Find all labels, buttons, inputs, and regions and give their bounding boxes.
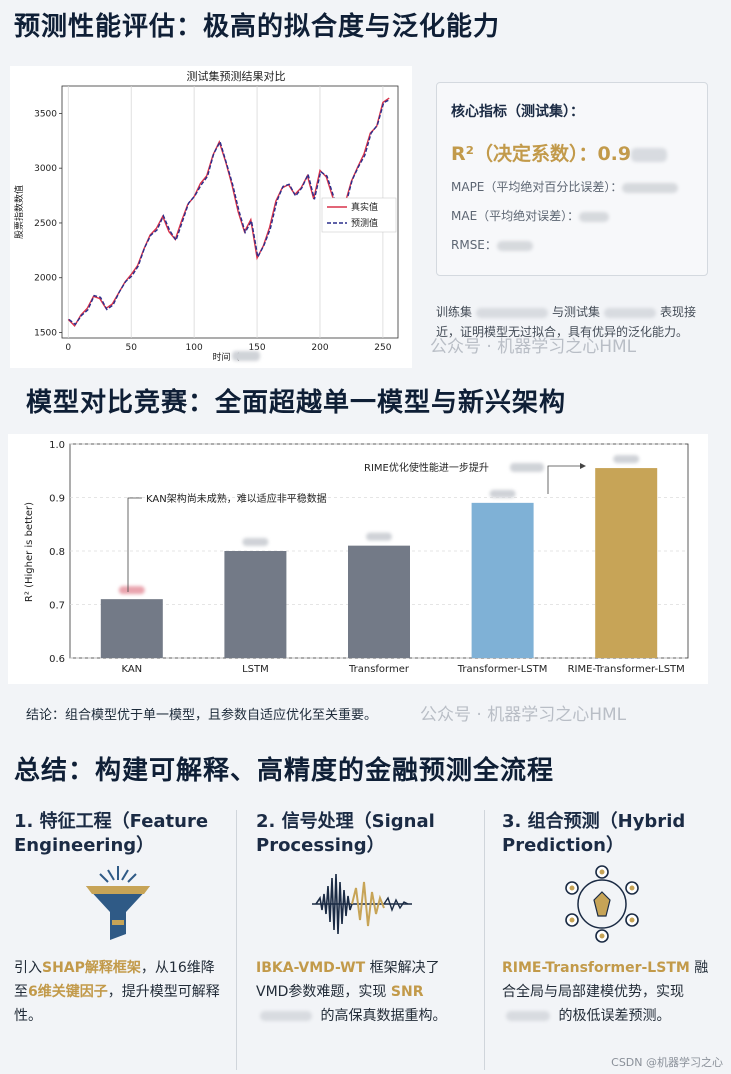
network-hub-icon [565, 865, 639, 943]
column-title: 2. 信号处理（Signal Processing） [256, 811, 435, 856]
x-tick-label: 200 [311, 343, 328, 353]
column-description: 引入SHAP解释框架，从16维降至6维关键因子，提升模型可解释性。 [14, 960, 220, 1024]
bar-transformer [348, 545, 410, 658]
section-title-performance: 预测性能评估：极高的拟合度与泛化能力 [14, 12, 501, 42]
summary-column-signal-processing: 2. 信号处理（Signal Processing） IBKA-VMD-WT 框… [256, 810, 471, 1024]
column-title: 1. 特征工程（Feature Engineering） [14, 811, 209, 856]
model-comparison-bar-chart: 0.6 0.7 0.8 0.9 1.0 KAN LSTM Transformer Transf… [8, 434, 708, 684]
x-tick-label: RIME-Transformer-LSTM [568, 664, 685, 675]
bar-value-label [613, 455, 640, 464]
kan-annotation-arrow [127, 497, 142, 592]
summary-column-hybrid-prediction: 3. 组合预测（Hybrid Prediction） RIME-Transfor… [502, 810, 717, 1024]
x-tick-label: LSTM [242, 664, 269, 675]
r2-metric: R²（决定系数）：0.9 [451, 139, 693, 166]
column-divider [236, 810, 237, 1070]
x-tick-label: KAN [121, 664, 142, 675]
y-tick-label: 1500 [34, 329, 57, 339]
rmse-metric: RMSE： [451, 236, 693, 253]
y-tick-label: 0.6 [49, 654, 65, 665]
test-prediction-line-chart: 测试集预测结果对比 1500 2000 2500 3000 3500 0 50 100 150… [10, 66, 412, 368]
csdn-credit: CSDN @机器学习之心 [611, 1056, 723, 1069]
y-tick-label: 0.7 [49, 601, 65, 612]
y-tick-label: 1.0 [49, 440, 65, 451]
bar-value-label [118, 586, 145, 595]
mae-metric: MAE（平均绝对误差）： [451, 207, 693, 224]
bar-rime-transformer-lstm [595, 468, 658, 658]
waveform-icon [312, 873, 412, 935]
y-tick-label: 3500 [34, 109, 57, 119]
line-chart-legend: 真实值 预测值 [321, 197, 397, 233]
funnel-icon [86, 866, 150, 940]
conclusion-text: 结论：组合模型优于单一模型，且参数自适应优化至关重要。 [26, 708, 378, 723]
legend-pred: 预测值 [351, 217, 378, 229]
kan-annotation: KAN架构尚未成熟，难以适应非平稳数据 [146, 492, 327, 505]
line-chart-title: 测试集预测结果对比 [187, 69, 286, 83]
section-title-comparison: 模型对比竞赛：全面超越单一模型与新兴架构 [26, 388, 567, 418]
x-tick-label: Transformer [348, 664, 410, 675]
column-divider [484, 810, 485, 1070]
x-tick-label: 150 [248, 343, 265, 353]
watermark-bottom: 公众号 · 机器学习之心HML [420, 705, 627, 725]
column-description: RIME-Transformer-LSTM 融合全局与局部建模优势，实现 的极低… [502, 960, 709, 1024]
line-chart-ylabel: 股票指数数值 [13, 185, 25, 239]
section-title-summary: 总结：构建可解释、高精度的金融预测全流程 [14, 756, 555, 786]
bar-kan [100, 599, 163, 658]
y-tick-label: 0.9 [49, 494, 65, 505]
metrics-card: 核心指标（测试集）： R²（决定系数）：0.9 MAPE（平均绝对百分比误差）：… [436, 82, 708, 276]
legend-true: 真实值 [351, 201, 378, 213]
bar-transformer-lstm [471, 502, 534, 658]
y-tick-label: 2000 [34, 274, 57, 284]
x-tick-label: 250 [374, 343, 391, 353]
bar-chart-ylabel: R² (Higher is better) [24, 502, 35, 602]
rime-annotation-arrow [547, 465, 584, 494]
watermark-top: 公众号 · 机器学习之心HML [430, 337, 637, 357]
bar-lstm [224, 551, 287, 658]
x-tick-label: 100 [186, 343, 203, 353]
rime-annotation: RIME优化使性能进一步提升 [364, 461, 489, 474]
column-description: IBKA-VMD-WT 框架解决了VMD参数难题，实现 SNR 的高保真数据重构… [256, 960, 447, 1024]
generalization-note: 训练集 与测试集 表现接近，证明模型无过拟合，具有优异的泛化能力。 [436, 305, 697, 339]
x-tick-label: 50 [125, 343, 137, 353]
x-tick-label: Transformer-LSTM [457, 664, 548, 675]
y-tick-label: 3000 [34, 164, 57, 174]
bar-value-label [366, 532, 392, 541]
y-tick-label: 2500 [34, 219, 57, 229]
mape-metric: MAPE（平均绝对百分比误差）： [451, 178, 693, 195]
column-title: 3. 组合预测（Hybrid Prediction） [502, 811, 686, 856]
summary-column-feature-engineering: 1. 特征工程（Feature Engineering） 引入SHAP解释框架，… [14, 810, 229, 1024]
y-tick-label: 0.8 [49, 547, 65, 558]
x-tick-label: 0 [65, 343, 71, 353]
bar-value-label [242, 538, 269, 546]
metrics-title: 核心指标（测试集）： [451, 104, 584, 120]
bar-value-label [489, 489, 516, 498]
